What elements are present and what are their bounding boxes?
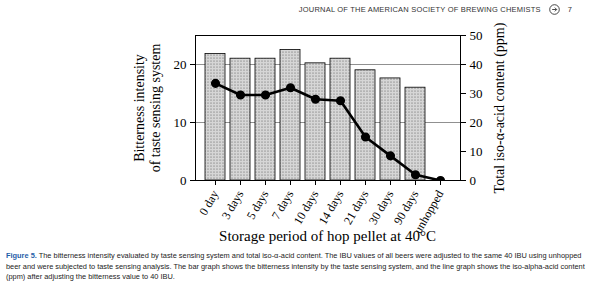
svg-text:unhopped: unhopped [410, 187, 447, 236]
svg-text:10: 10 [470, 144, 483, 159]
svg-text:10: 10 [174, 115, 187, 130]
svg-text:40: 40 [470, 57, 483, 72]
svg-text:21 days: 21 days [340, 187, 372, 227]
svg-text:7 days: 7 days [268, 187, 297, 222]
svg-text:50: 50 [470, 28, 483, 43]
html-text:of taste sensing system: of taste sensing system [148, 43, 163, 172]
svg-text:14 days: 14 days [315, 187, 347, 227]
svg-text:3 days: 3 days [219, 188, 247, 222]
html-text:7: 7 [567, 4, 572, 14]
svg-text:10 days: 10 days [290, 187, 322, 227]
svg-text:0 day: 0 day [196, 188, 221, 218]
svg-text:30 days: 30 days [365, 187, 397, 227]
svg-text:5 days: 5 days [244, 188, 272, 222]
svg-text:20: 20 [470, 115, 483, 130]
html-text:JOURNAL OF THE AMERICAN SOCIET: JOURNAL OF THE AMERICAN SOCIETY OF BREWI… [298, 4, 541, 14]
html-text:Figure 5. The bitterness inten: Figure 5. The bitterness intensity evalu… [6, 251, 585, 281]
svg-text:20: 20 [174, 57, 187, 72]
html-text:Bitterness intensity: Bitterness intensity [132, 53, 147, 162]
html-text:Storage period of hop pellet a: Storage period of hop pellet at 40°C [219, 228, 436, 244]
html-text:Total iso-α-acid content (ppm): Total iso-α-acid content (ppm) [492, 22, 507, 193]
svg-text:30: 30 [470, 86, 483, 101]
svg-text:90 days: 90 days [390, 187, 422, 227]
svg-text:0: 0 [470, 173, 477, 188]
svg-text:0: 0 [180, 173, 187, 188]
